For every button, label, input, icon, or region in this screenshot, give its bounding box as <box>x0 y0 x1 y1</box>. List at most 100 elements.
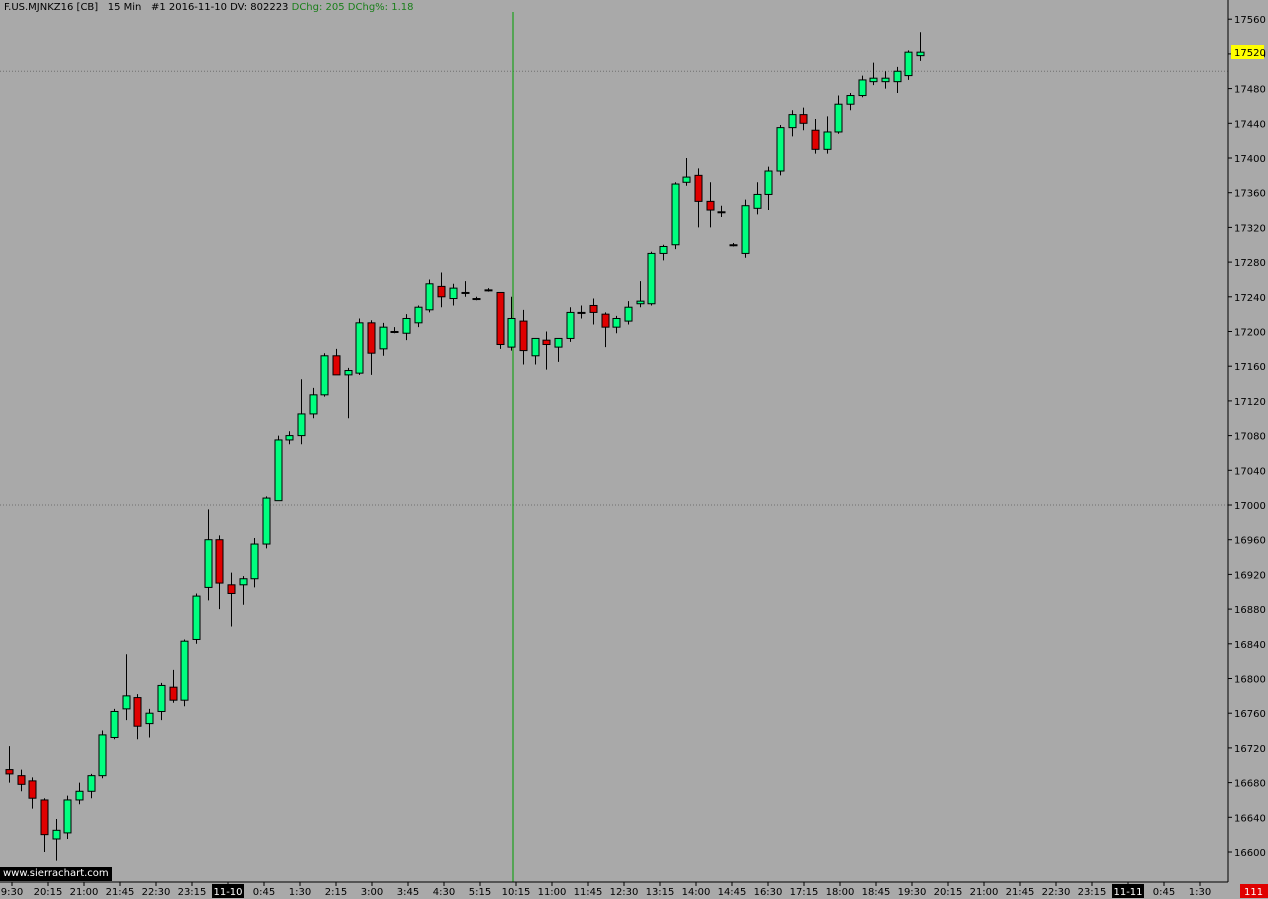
time-tick-label-21: 16:30 <box>754 887 783 898</box>
time-tick-label-7: 0:45 <box>253 887 275 898</box>
candle-15 <box>180 639 189 707</box>
candle-52 <box>612 315 621 334</box>
time-tick-label-1: 20:15 <box>34 887 63 898</box>
candle-47 <box>554 337 563 362</box>
candle-40 <box>472 296 481 301</box>
candle-49 <box>577 305 586 319</box>
candle-1 <box>17 769 26 792</box>
time-tick-label-17: 12:30 <box>610 887 639 898</box>
time-tick-label-29: 22:30 <box>1042 887 1071 898</box>
candle-30 <box>355 318 364 375</box>
candle-3 <box>40 798 49 852</box>
candle-50 <box>589 298 598 325</box>
time-axis: 9:30 20:15 21:00 21:45 22:30 23:15 11-10 0:45 1:… <box>1 882 1211 898</box>
candle-42 <box>496 291 505 349</box>
candle-12 <box>145 708 154 738</box>
candle-21 <box>250 537 259 588</box>
time-tick-label-16: 11:45 <box>574 887 603 898</box>
candle-34 <box>402 314 411 341</box>
candles <box>5 32 925 861</box>
candle-14 <box>169 669 178 703</box>
candle-53 <box>624 301 633 325</box>
time-tick-label-14: 10:15 <box>502 887 531 898</box>
price-tick-label-9: 16960 <box>1234 536 1266 547</box>
daily-change-label: DChg: 205 DChg%: 1.18 <box>291 2 414 13</box>
time-tick-label-31: 11-11 <box>1113 887 1142 898</box>
candle-25 <box>297 379 306 445</box>
candle-8 <box>98 730 107 779</box>
candle-13 <box>157 682 166 721</box>
candle-62 <box>729 243 738 247</box>
candle-43 <box>507 296 516 351</box>
candle-65 <box>764 166 773 211</box>
candle-64 <box>753 182 762 215</box>
candle-71 <box>834 95 843 134</box>
candle-32 <box>379 322 388 356</box>
time-tick-label-3: 21:45 <box>106 887 135 898</box>
price-axis: 16600 16640 16680 16720 16760 16800 16840 16880… <box>1228 15 1266 859</box>
price-tick-label-19: 17360 <box>1234 189 1266 200</box>
candle-45 <box>531 337 540 365</box>
candle-4 <box>52 819 61 861</box>
price-tick-label-6: 16840 <box>1234 640 1266 651</box>
candle-33 <box>390 327 399 334</box>
price-tick-label-14: 17160 <box>1234 362 1266 373</box>
timeframe-label: 15 Min <box>107 2 142 13</box>
time-tick-label-12: 4:30 <box>433 887 455 898</box>
candle-74 <box>869 62 878 86</box>
symbol-label: F.US.MJNKZ16 [CB] <box>4 2 99 13</box>
candle-16 <box>192 593 201 644</box>
candle-55 <box>647 251 656 306</box>
price-tick-label-24: 17560 <box>1234 15 1266 26</box>
time-tick-label-8: 1:30 <box>289 887 311 898</box>
candle-37 <box>437 272 446 308</box>
candle-27 <box>320 353 329 397</box>
candle-24 <box>285 431 294 445</box>
time-tick-label-28: 21:45 <box>1006 887 1035 898</box>
candle-22 <box>262 496 271 549</box>
candle-26 <box>309 387 318 419</box>
time-tick-label-2: 21:00 <box>70 887 99 898</box>
brand-watermark[interactable]: www.sierrachart.com <box>0 867 112 881</box>
price-tick-label-21: 17440 <box>1234 119 1266 130</box>
price-tick-label-15: 17200 <box>1234 328 1266 339</box>
price-tick-label-1: 16640 <box>1234 813 1266 824</box>
time-tick-label-0: 9:30 <box>1 887 23 898</box>
corner-badge: 111 <box>1240 884 1268 898</box>
time-tick-label-23: 18:00 <box>826 887 855 898</box>
candle-39 <box>461 281 470 297</box>
candle-56 <box>659 244 668 261</box>
candle-68 <box>799 107 808 131</box>
candle-70 <box>823 116 832 154</box>
candle-35 <box>414 305 423 328</box>
reference-levels <box>0 70 1228 506</box>
candle-63 <box>741 199 750 258</box>
time-tick-label-27: 21:00 <box>970 887 999 898</box>
candle-19 <box>227 572 236 627</box>
time-tick-label-24: 18:45 <box>862 887 891 898</box>
price-tick-label-11: 17040 <box>1234 466 1266 477</box>
price-tick-label-20: 17400 <box>1234 154 1266 165</box>
corner-badge-label: 111 <box>1244 887 1263 898</box>
price-tick-label-7: 16880 <box>1234 605 1266 616</box>
time-tick-label-33: 1:30 <box>1189 887 1211 898</box>
candle-60 <box>706 182 715 228</box>
candle-31 <box>367 320 376 375</box>
time-tick-label-30: 23:15 <box>1078 887 1107 898</box>
candle-44 <box>519 309 528 365</box>
price-tick-label-3: 16720 <box>1234 744 1266 755</box>
candle-78 <box>916 32 925 61</box>
price-tick-label-4: 16760 <box>1234 709 1266 720</box>
date-label-bg-31 <box>1112 884 1144 898</box>
candle-51 <box>601 312 610 348</box>
time-tick-label-26: 20:15 <box>934 887 963 898</box>
candle-46 <box>542 331 551 370</box>
candle-7 <box>87 773 96 799</box>
time-tick-label-4: 22:30 <box>142 887 171 898</box>
candle-29 <box>344 367 353 419</box>
price-tick-label-13: 17120 <box>1234 397 1266 408</box>
candle-0 <box>5 746 14 783</box>
bar-info-label: #1 2016-11-10 DV: 802223 <box>150 2 289 13</box>
candle-66 <box>776 125 785 176</box>
